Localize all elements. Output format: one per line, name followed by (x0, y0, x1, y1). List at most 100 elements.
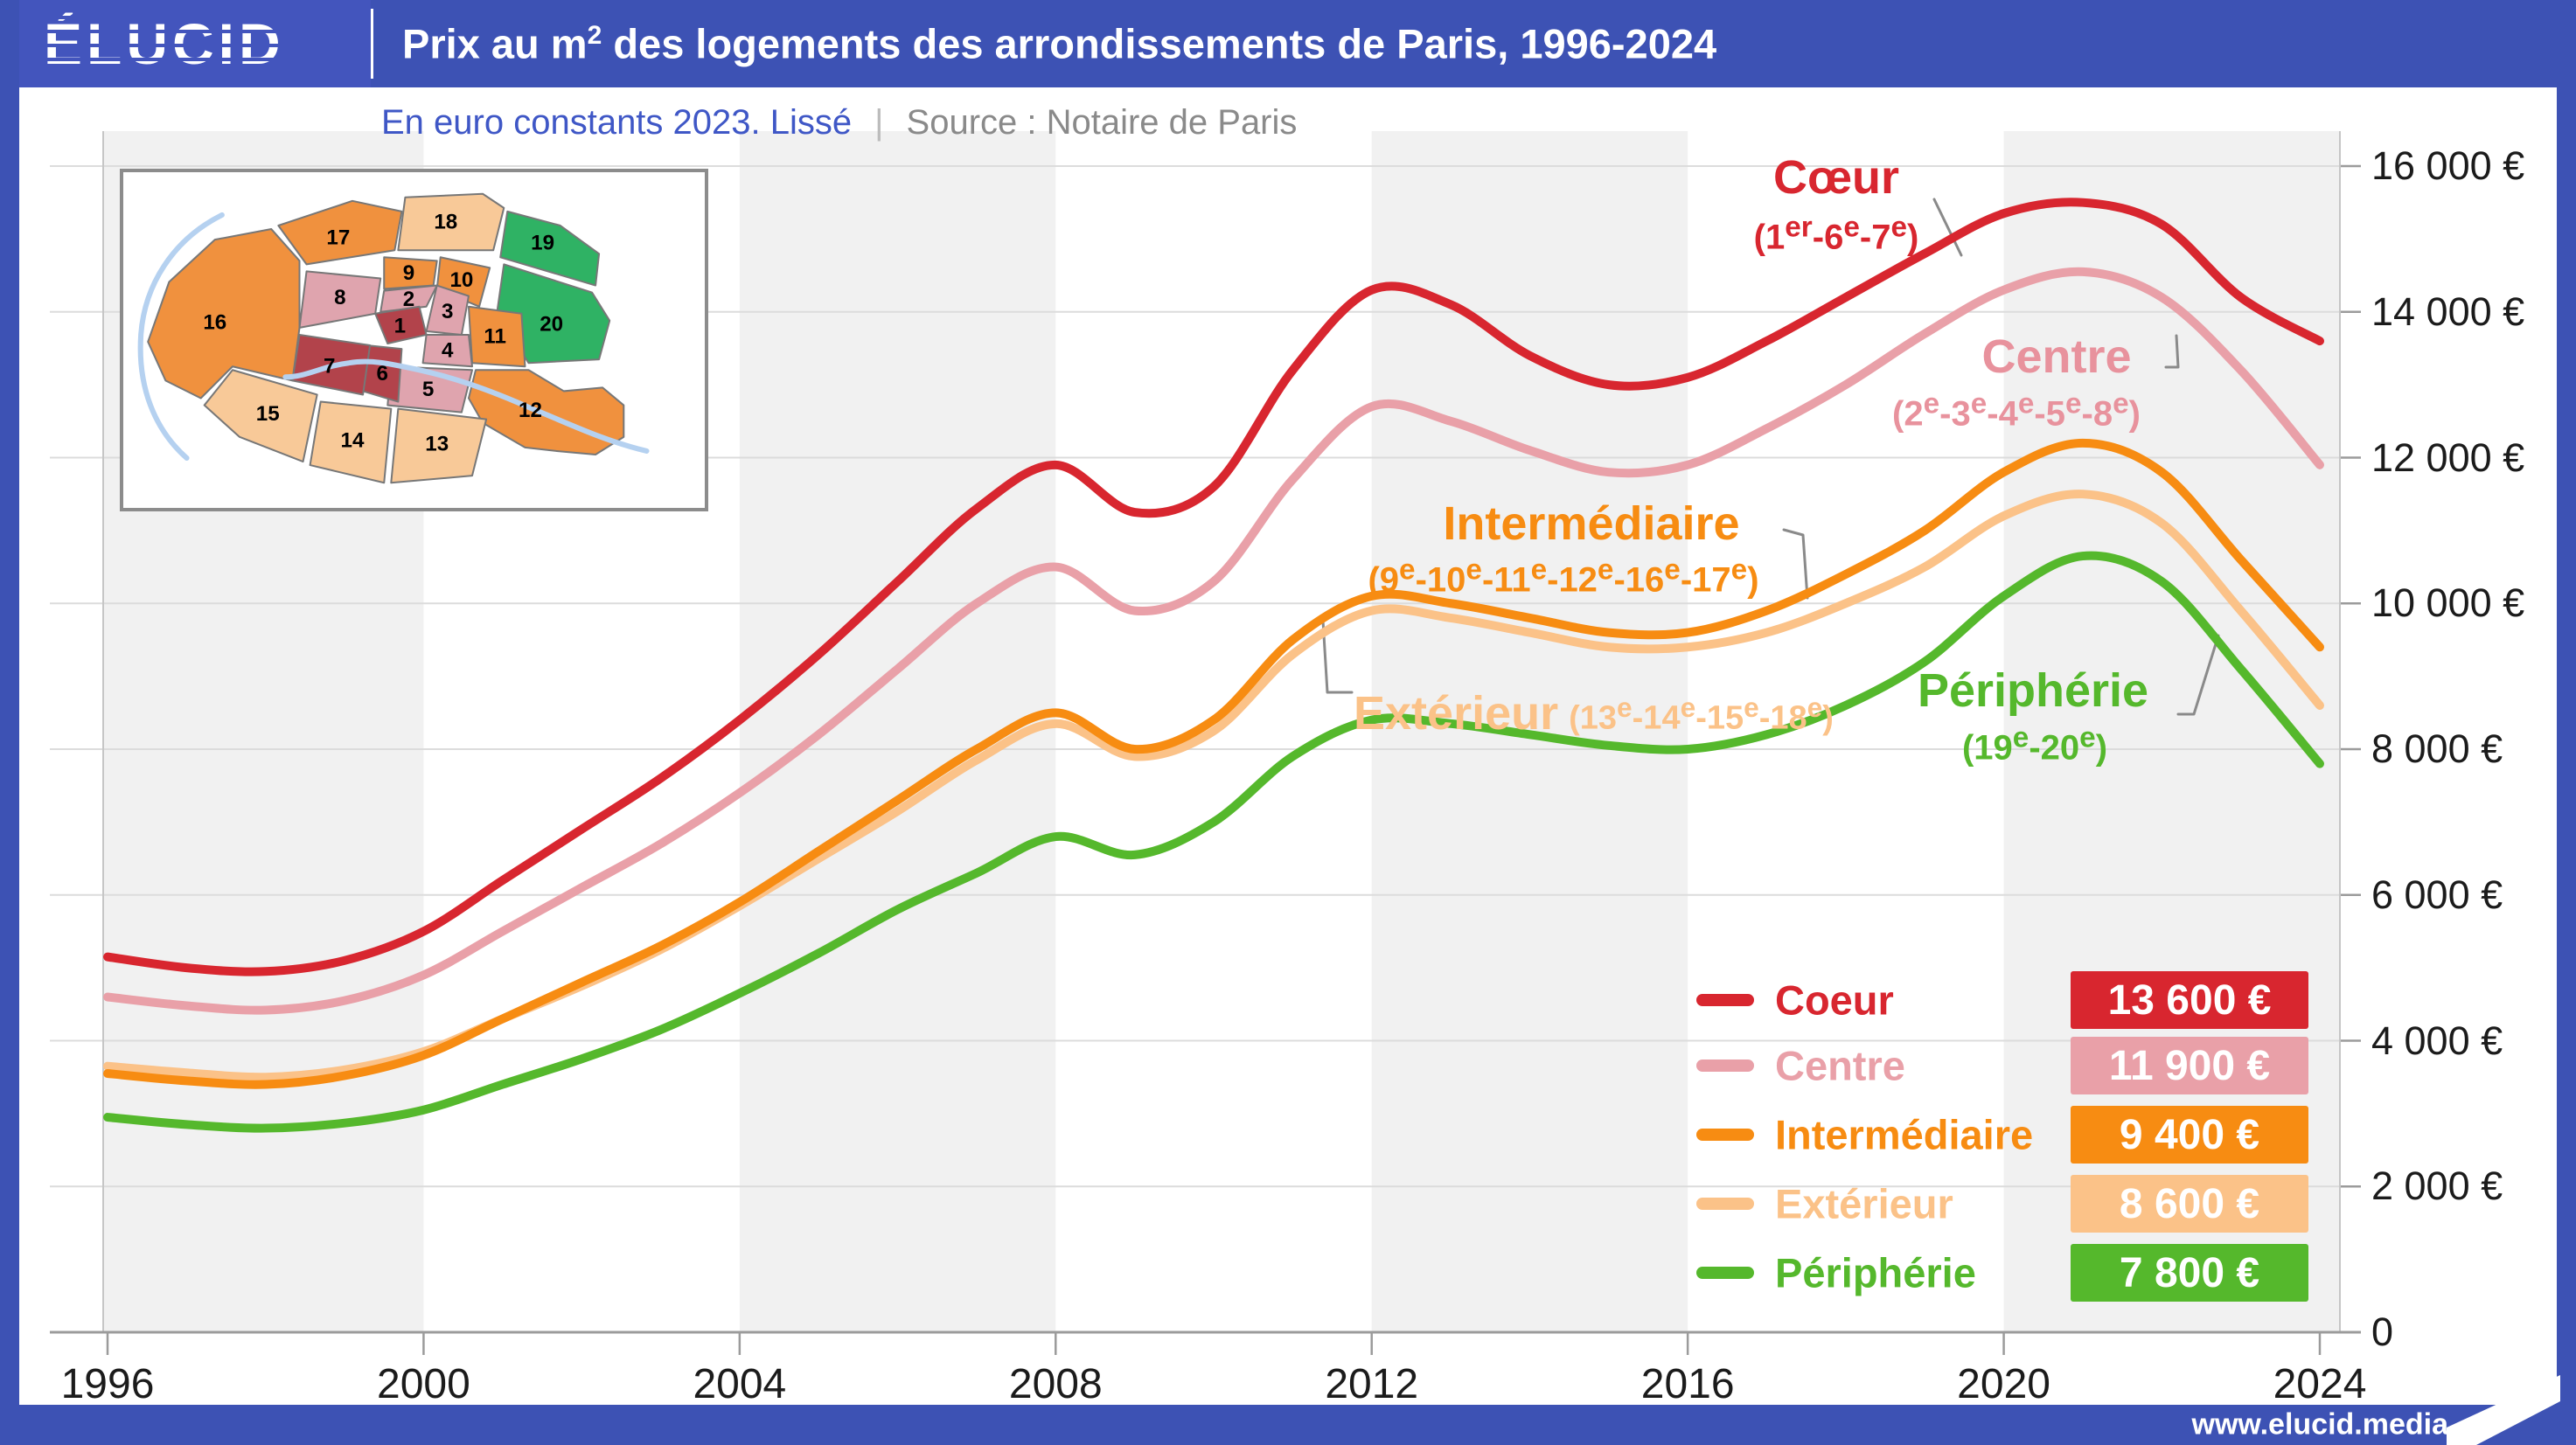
legend-item-label: Coeur (1775, 976, 1894, 1024)
map-region-number-17: 17 (326, 226, 350, 250)
page-title-rest: des logements des arrondissements de Par… (602, 20, 1717, 67)
y-axis-label-6000: 6 000 € (2371, 872, 2503, 917)
legend-item-label: Extérieur (1775, 1180, 1953, 1227)
x-axis-label-2020: 2020 (1957, 1361, 2050, 1407)
map-region-number-18: 18 (434, 210, 457, 233)
seine-river (137, 212, 650, 462)
logo-stripes-decoration (19, 5, 371, 82)
legend: Coeur 13 600 € Centre 11 900 € Intermédiaire… (1679, 962, 2326, 1329)
map-region-18 (397, 192, 505, 252)
legend-value-badge: 11 900 € (2071, 1037, 2308, 1094)
footer-url[interactable]: www.elucid.media (2191, 1407, 2448, 1442)
map-region-number-5: 5 (422, 378, 434, 401)
y-axis-label-8000: 8 000 € (2371, 726, 2503, 771)
leader-line-intermediaire (1782, 528, 1809, 600)
map-region-number-10: 10 (449, 268, 473, 292)
legend-value-badge: 8 600 € (2071, 1175, 2308, 1233)
map-region-number-14: 14 (341, 428, 365, 452)
series-sublabel-centre: (2e-3e-4e-5e-8e) (1892, 387, 2141, 434)
map-region-number-9: 9 (403, 261, 414, 285)
legend-item-4: Extérieur 8 600 € (1679, 1173, 2326, 1234)
leader-line-centre (2164, 334, 2180, 369)
legend-item-3: Intermédiaire 9 400 € (1679, 1104, 2326, 1165)
subtitle-source: Source : Notaire de Paris (906, 103, 1298, 142)
legend-item-2: Centre 11 900 € (1679, 1035, 2326, 1096)
map-region-14 (309, 400, 393, 484)
x-axis-label-2024: 2024 (2273, 1361, 2367, 1407)
x-axis-label-1996: 1996 (60, 1361, 155, 1407)
series-line-périphérie (103, 551, 2324, 1133)
map-region-number-12: 12 (519, 399, 542, 422)
series-sublabel-intermediaire: (9e-10e-11e-12e-16e-17e) (1368, 553, 1759, 600)
series-label-peripherie: Périphérie (1917, 664, 2149, 717)
y-axis-label-16000: 16 000 € (2371, 143, 2525, 188)
y-axis-label-4000: 4 000 € (2371, 1018, 2503, 1063)
series-label-exterieur-row: Extérieur (13e-14e-15e-18e) (1354, 686, 1834, 740)
map-region-number-8: 8 (334, 286, 345, 309)
map-region-number-20: 20 (540, 312, 563, 336)
elucid-logo-block: ÉLUCID (19, 0, 371, 87)
series-line-intermédiaire (103, 438, 2324, 1089)
x-axis-label-2016: 2016 (1640, 1361, 1735, 1407)
page-title-exponent: 2 (587, 20, 602, 50)
y-axis-label-2000: 2 000 € (2371, 1164, 2503, 1209)
legend-swatch (1696, 1129, 1754, 1141)
map-region-17 (277, 199, 403, 266)
map-region-1 (374, 305, 428, 345)
footer-bar: www.elucid.media (0, 1405, 2576, 1445)
map-region-number-6: 6 (377, 362, 388, 386)
legend-item-1: Coeur 13 600 € (1679, 969, 2326, 1031)
legend-item-label: Intermédiaire (1775, 1111, 2034, 1158)
legend-item-label: Centre (1775, 1042, 1905, 1089)
leader-line-coeur (1932, 198, 1963, 257)
map-region-number-7: 7 (324, 355, 335, 379)
legend-swatch (1696, 1059, 1754, 1072)
y-axis-label-10000: 10 000 € (2371, 580, 2525, 626)
series-sublabel-exterieur: (13e-14e-15e-18e) (1569, 691, 1834, 737)
map-region-13 (390, 407, 488, 484)
series-label-coeur: Cœur (1773, 151, 1899, 204)
subtitle-unit-note: En euro constants 2023. Lissé (381, 103, 853, 142)
page-title-main: Prix au m (402, 20, 588, 67)
map-region-2 (379, 284, 438, 313)
legend-item-label: Périphérie (1775, 1249, 1976, 1296)
x-axis-label-2000: 2000 (377, 1361, 470, 1407)
paris-arrondissements-map: 1 2 3 4 5 6 7 8 9 10 11 12 13 14 15 16 17 18 19 20 (120, 169, 708, 511)
series-line-centre (103, 267, 2324, 1015)
map-region-number-4: 4 (442, 339, 454, 363)
map-region-4 (421, 333, 474, 368)
legend-value-badge: 9 400 € (2071, 1106, 2308, 1164)
legend-value-badge: 7 800 € (2071, 1244, 2308, 1302)
x-axis-label-2012: 2012 (1325, 1361, 1419, 1407)
map-region-15 (203, 369, 318, 463)
map-region-number-1: 1 (394, 314, 406, 337)
legend-swatch (1696, 1198, 1754, 1210)
x-axis-label-2008: 2008 (1008, 1361, 1103, 1407)
legend-swatch (1696, 994, 1754, 1006)
elucid-arrow-icon (2447, 1375, 2560, 1445)
right-border (2557, 0, 2576, 1445)
legend-value-badge: 13 600 € (2071, 971, 2308, 1029)
subtitle-separator: | (874, 103, 884, 142)
left-border (0, 0, 19, 1445)
map-region-number-11: 11 (484, 324, 506, 348)
legend-swatch (1696, 1267, 1754, 1279)
map-region-number-16: 16 (203, 310, 226, 334)
y-axis-label-12000: 12 000 € (2371, 434, 2525, 480)
map-region-number-19: 19 (531, 232, 554, 255)
subtitle: En euro constants 2023. Lissé | Source : N… (381, 103, 1297, 142)
map-region-number-13: 13 (425, 432, 449, 455)
header-separator (371, 9, 373, 79)
y-axis-label-14000: 14 000 € (2371, 288, 2525, 334)
y-axis-label-0: 0 (2371, 1310, 2394, 1354)
map-region-number-2: 2 (403, 288, 414, 311)
leader-line-exterieur (1321, 619, 1354, 694)
map-region-19 (499, 210, 601, 287)
map-region-number-15: 15 (256, 402, 280, 426)
series-sublabel-coeur: (1er-6e-7e) (1753, 211, 1919, 257)
series-label-intermediaire: Intermédiaire (1443, 497, 1740, 550)
series-label-exterieur: Extérieur (1354, 687, 1559, 740)
map-region-number-3: 3 (442, 300, 453, 323)
